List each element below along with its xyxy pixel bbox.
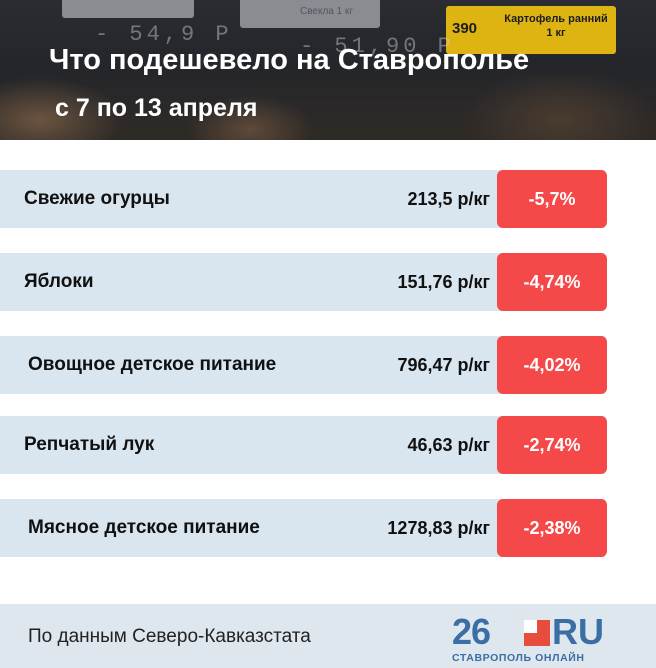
source-note: По данным Северо-Кавказстата xyxy=(28,626,311,647)
change-badge: -2,74% xyxy=(497,416,607,474)
logo-subtitle: СТАВРОПОЛЬ ОНЛАЙН xyxy=(452,652,585,664)
list-item: Овощное детское питание 796,47 р/кг -4,0… xyxy=(0,336,607,394)
site-logo: 26 RU СТАВРОПОЛЬ ОНЛАЙН xyxy=(452,611,622,665)
footer: По данным Северо-Кавказстата 26 RU СТАВР… xyxy=(0,604,656,668)
photo-price-tag-yellow: 390 Картофель ранний 1 кг xyxy=(446,6,616,54)
item-name: Овощное детское питание xyxy=(28,354,277,375)
change-badge: -4,74% xyxy=(497,253,607,311)
item-price: 796,47 р/кг xyxy=(397,355,490,375)
item-price: 213,5 р/кг xyxy=(407,189,490,209)
item-name: Мясное детское питание xyxy=(28,517,260,538)
item-price: 46,63 р/кг xyxy=(407,435,490,455)
change-badge: -5,7% xyxy=(497,170,607,228)
photo-price-tag xyxy=(62,0,194,18)
item-name: Яблоки xyxy=(24,271,94,292)
photo-tag-price: 390 xyxy=(452,20,478,37)
photo-tag-small-label: Свекла 1 кг xyxy=(300,6,354,17)
logo-number: 26 xyxy=(452,611,491,652)
page-subtitle: с 7 по 13 апреля xyxy=(55,94,258,122)
photo-digits: - 54,9 Р xyxy=(95,22,233,47)
logo-square-icon xyxy=(524,620,550,646)
list-item: Репчатый лук 46,63 р/кг -2,74% xyxy=(0,416,607,474)
list-item: Свежие огурцы 213,5 р/кг -5,7% xyxy=(0,170,607,228)
item-name: Репчатый лук xyxy=(24,434,155,455)
header-banner: 41 390 Картофель ранний 1 кг - 54,9 Р - … xyxy=(0,0,656,140)
change-badge: -4,02% xyxy=(497,336,607,394)
photo-tag-text: Картофель ранний 1 кг xyxy=(504,13,608,39)
page-title: Что подешевело на Ставрополье xyxy=(49,44,530,76)
logo-domain: RU xyxy=(552,611,604,652)
item-price: 151,76 р/кг xyxy=(397,272,490,292)
change-badge: -2,38% xyxy=(497,499,607,557)
photo-digits: - 51,90 Р xyxy=(300,34,455,59)
item-price: 1278,83 р/кг xyxy=(387,518,490,538)
list-item: Мясное детское питание 1278,83 р/кг -2,3… xyxy=(0,499,607,557)
item-name: Свежие огурцы xyxy=(24,188,170,209)
list-item: Яблоки 151,76 р/кг -4,74% xyxy=(0,253,607,311)
